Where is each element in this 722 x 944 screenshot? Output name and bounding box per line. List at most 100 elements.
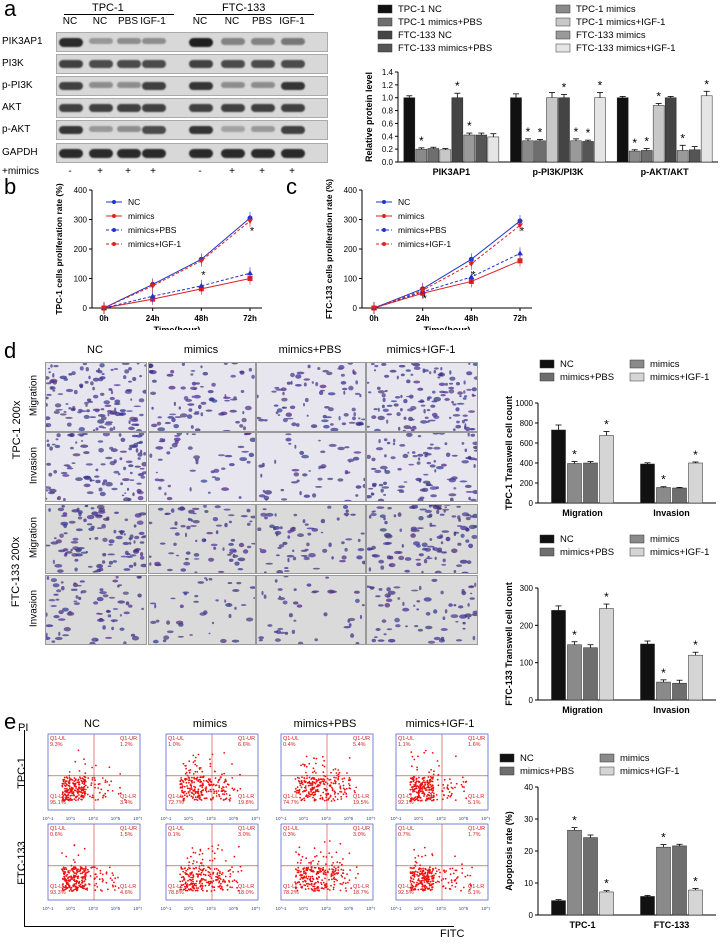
quadrant-name: Q1-UL — [398, 736, 414, 742]
event-dot — [432, 796, 434, 799]
cell-mark — [375, 595, 381, 598]
micrograph-column-label: mimics+IGF-1 — [386, 344, 456, 356]
cell-mark — [473, 458, 477, 461]
cell-mark — [75, 477, 83, 481]
event-dot — [216, 872, 219, 874]
bar — [672, 682, 687, 701]
cell-mark — [189, 487, 192, 492]
event-dot — [342, 872, 345, 875]
blot-band — [89, 60, 113, 68]
cell-mark — [431, 400, 438, 403]
cell-mark — [103, 517, 110, 521]
cell-mark — [223, 508, 231, 511]
event-dot — [225, 797, 228, 800]
cell-mark — [114, 407, 117, 412]
event-dot — [228, 869, 230, 872]
cell-mark — [296, 479, 300, 483]
cell-mark — [80, 590, 83, 594]
event-dot — [427, 786, 430, 789]
cell-mark — [472, 635, 476, 641]
cell-mark — [390, 400, 397, 403]
lane-label: PBS — [251, 16, 272, 27]
cell-mark — [65, 416, 73, 419]
cell-mark — [374, 428, 381, 431]
cell-mark — [398, 426, 401, 431]
event-dot — [295, 790, 298, 792]
event-dot — [232, 871, 234, 873]
quadrant-name: Q1-UL — [50, 736, 66, 742]
cell-mark — [455, 407, 460, 412]
cell-mark — [77, 510, 83, 515]
event-dot — [307, 792, 310, 795]
event-dot — [100, 788, 103, 791]
event-dot — [74, 880, 76, 882]
blot-strip — [56, 120, 328, 140]
x-tick-label: 10^3 — [436, 906, 446, 911]
legend-swatch — [539, 372, 555, 382]
y-tick-label: 0 — [529, 911, 534, 920]
event-dot — [412, 871, 415, 873]
cell-mark — [344, 446, 350, 449]
event-dot — [324, 869, 327, 872]
event-dot — [340, 791, 343, 793]
bar — [676, 150, 689, 163]
event-dot — [419, 873, 421, 876]
cell-mark — [159, 438, 164, 442]
micrograph-column-label: mimics — [183, 344, 219, 356]
quadrant-percent: 0.1% — [168, 832, 181, 838]
event-dot — [307, 867, 309, 870]
event-dot — [184, 887, 187, 890]
event-dot — [348, 787, 351, 790]
cell-mark — [285, 433, 292, 436]
quadrant-name: Q1-LR — [120, 794, 136, 800]
event-dot — [303, 789, 306, 792]
event-dot — [64, 782, 66, 784]
event-dot — [81, 798, 83, 801]
event-dot — [299, 796, 301, 799]
cell-mark — [103, 400, 111, 405]
event-dot — [198, 794, 201, 797]
event-dot — [197, 887, 200, 889]
cell-mark — [315, 382, 319, 387]
cell-mark — [472, 610, 477, 614]
cell-mark — [328, 407, 334, 412]
cell-mark — [462, 397, 467, 400]
quadrant-name: Q1-LL — [50, 794, 65, 800]
y-tick-label: 200 — [520, 621, 534, 630]
event-dot — [81, 795, 83, 798]
event-dot — [196, 771, 199, 773]
cell-mark — [53, 593, 59, 596]
event-dot — [430, 872, 433, 875]
event-dot — [208, 783, 210, 786]
event-dot — [236, 881, 239, 884]
cell-mark — [91, 637, 99, 642]
x-axis-arrow — [24, 926, 454, 927]
cell-mark — [61, 586, 65, 591]
cell-mark — [99, 567, 104, 572]
facs-dot-plot: Q1-UL0.7%Q1-UR1.7%Q1-LL92.5%Q1-LR5.1%10^… — [390, 823, 490, 911]
event-dot — [429, 775, 432, 778]
x-tick-label: 10^5 — [111, 816, 121, 821]
cell-mark — [119, 457, 123, 461]
event-dot — [337, 792, 339, 795]
event-dot — [61, 868, 63, 870]
cell-mark — [120, 482, 123, 486]
event-dot — [303, 797, 305, 800]
event-dot — [424, 867, 427, 870]
cell-mark — [373, 369, 377, 372]
cell-mark — [70, 446, 74, 450]
blot-band — [142, 149, 166, 158]
event-dot — [301, 874, 304, 876]
cell-mark — [352, 416, 356, 421]
event-dot — [354, 791, 356, 794]
cell-mark — [314, 638, 318, 642]
cell-mark — [303, 378, 311, 381]
event-dot — [200, 871, 203, 874]
event-dot — [310, 883, 313, 886]
event-dot — [342, 784, 345, 787]
event-dot — [436, 798, 439, 801]
event-dot — [195, 873, 198, 875]
event-dot — [416, 796, 419, 799]
quadrant-name: Q1-UL — [283, 736, 299, 742]
